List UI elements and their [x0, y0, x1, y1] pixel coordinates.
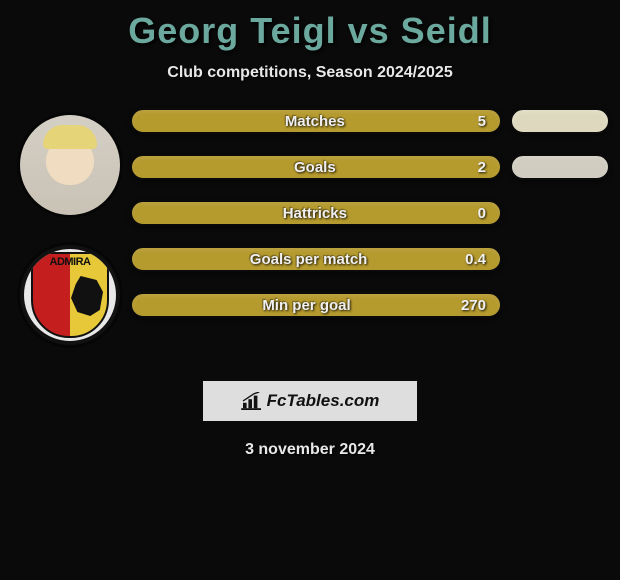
- player-avatar: [20, 115, 120, 215]
- stat-row: Min per goal 270: [130, 292, 610, 318]
- stat-bar-min-per-goal: Min per goal 270: [130, 292, 502, 318]
- page-subtitle: Club competitions, Season 2024/2025: [0, 64, 620, 82]
- stat-label: Goals: [132, 159, 478, 176]
- stat-value: 2: [478, 159, 486, 176]
- site-logo-text: FcTables.com: [267, 391, 380, 411]
- stat-value: 0: [478, 205, 486, 222]
- stat-bar-matches: Matches 5: [130, 108, 502, 134]
- stat-value: 5: [478, 113, 486, 130]
- stat-pill-empty: [510, 246, 610, 272]
- club-shield-icon: ADMIRA: [31, 252, 109, 338]
- stat-label: Hattricks: [132, 205, 478, 222]
- stat-bar-hattricks: Hattricks 0: [130, 200, 502, 226]
- stat-bar-goals-per-match: Goals per match 0.4: [130, 246, 502, 272]
- stat-value: 270: [461, 297, 486, 314]
- stat-label: Min per goal: [132, 297, 461, 314]
- stat-pill: [510, 154, 610, 180]
- club-name-label: ADMIRA: [33, 256, 107, 268]
- stat-pill-empty: [510, 200, 610, 226]
- stat-bar-goals: Goals 2: [130, 154, 502, 180]
- stat-row: Goals per match 0.4: [130, 246, 610, 272]
- stat-row: Matches 5: [130, 108, 610, 134]
- stat-pill-empty: [510, 292, 610, 318]
- main-content: ADMIRA Matches 5 Goals 2 Hattricks 0: [0, 100, 620, 345]
- date-label: 3 november 2024: [0, 441, 620, 459]
- stat-value: 0.4: [465, 251, 486, 268]
- chart-icon: [241, 392, 263, 410]
- club-logo: ADMIRA: [20, 245, 120, 345]
- stat-row: Hattricks 0: [130, 200, 610, 226]
- stats-bars-column: Matches 5 Goals 2 Hattricks 0 Goals per …: [130, 100, 610, 345]
- page-title: Georg Teigl vs Seidl: [0, 0, 620, 52]
- stat-row: Goals 2: [130, 154, 610, 180]
- avatar-column: ADMIRA: [10, 100, 130, 345]
- stat-label: Matches: [132, 113, 478, 130]
- stat-pill: [510, 108, 610, 134]
- stat-label: Goals per match: [132, 251, 465, 268]
- site-logo-box: FcTables.com: [201, 379, 419, 423]
